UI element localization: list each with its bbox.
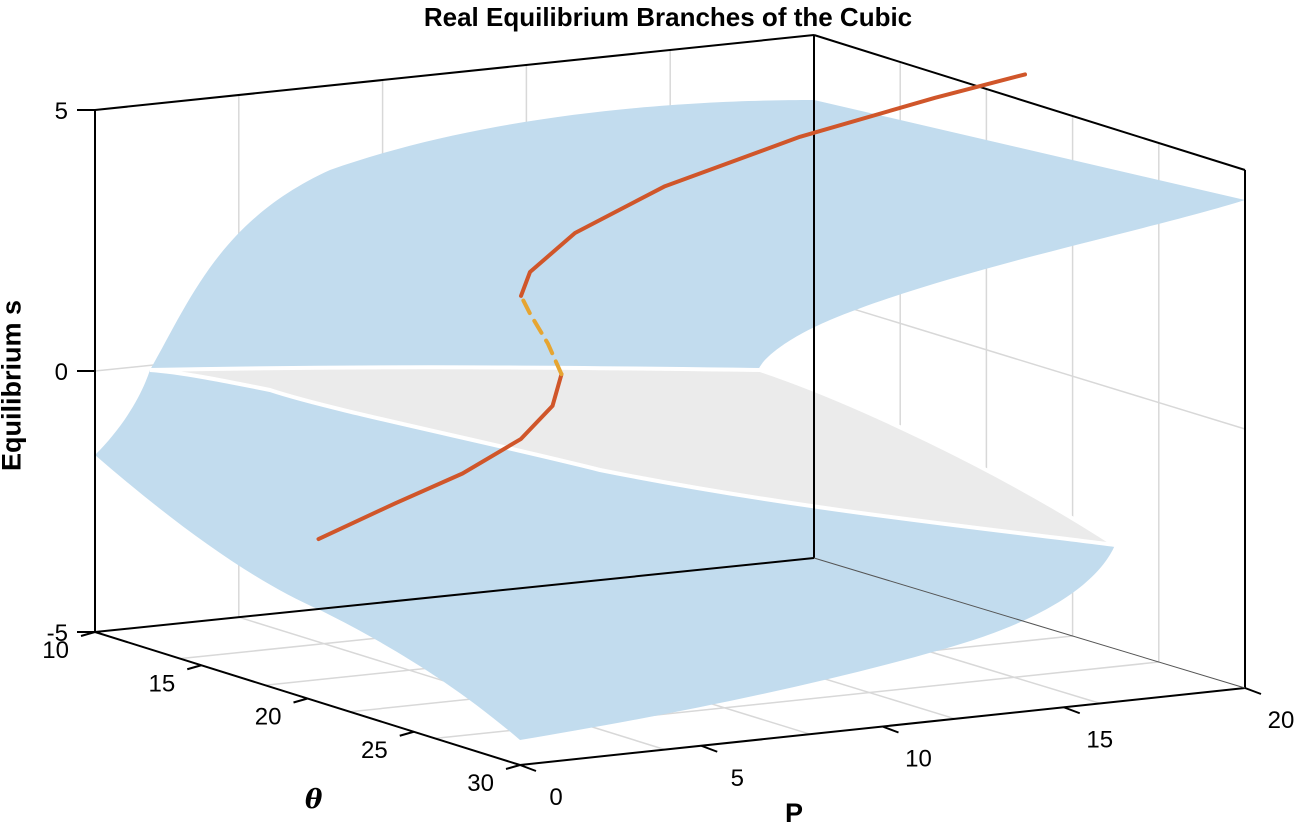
p-tick-mark — [1063, 706, 1081, 715]
y-axis-label: θ — [305, 785, 323, 815]
chart-title: Real Equilibrium Branches of the Cubic — [423, 2, 913, 32]
theta-tick-label: 10 — [42, 637, 69, 664]
z-axis-label: Equilibrium s — [0, 300, 27, 472]
p-tick-mark — [1244, 687, 1262, 695]
series-0-line — [316, 372, 564, 542]
axis-box — [94, 34, 1246, 766]
fold-region — [149, 365, 1117, 547]
z-tick-label: -5 — [47, 620, 68, 647]
theta-tick-mark — [80, 631, 96, 637]
p-tick-label: 10 — [905, 746, 932, 773]
theta-tick-mark — [399, 730, 415, 737]
z-tick-label: 5 — [55, 98, 68, 125]
p-tick-label: 5 — [731, 765, 744, 792]
curves — [316, 72, 1027, 542]
theta-tick-mark — [293, 697, 308, 704]
p-tick-mark — [882, 725, 899, 734]
p-tick-label: 20 — [1268, 707, 1295, 734]
series-1-line — [519, 293, 564, 377]
theta-tick-label: 30 — [467, 770, 494, 797]
p-tick-mark — [519, 764, 537, 772]
p-tick-label: 0 — [549, 784, 562, 811]
theta-tick-label: 15 — [149, 670, 176, 697]
x-axis-label: P — [785, 798, 804, 828]
theta-tick-label: 20 — [255, 704, 282, 731]
theta-tick-mark — [505, 764, 521, 770]
p-tick-mark — [700, 744, 718, 753]
theta-tick-label: 25 — [361, 737, 388, 764]
p-tick-label: 15 — [1086, 726, 1113, 753]
z-tick-label: 0 — [55, 359, 68, 386]
ticks: -5 0 5 10 15 20 25 30 0 5 10 15 20 — [42, 98, 1294, 811]
theta-tick-mark — [186, 664, 202, 671]
series-2-line — [519, 72, 1027, 298]
